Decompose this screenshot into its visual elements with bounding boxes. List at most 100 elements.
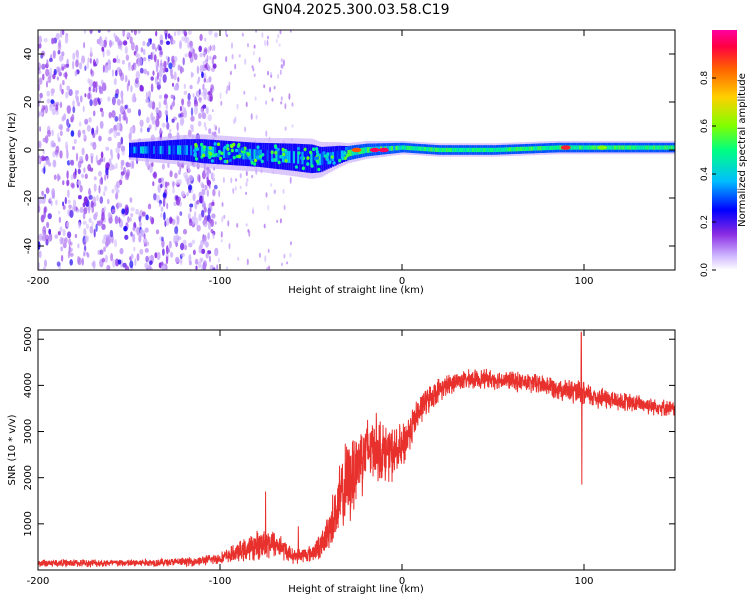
spectrogram-noise-blob <box>92 110 96 117</box>
spectrogram-noise-blob <box>114 93 119 99</box>
spectrogram-noise-blob <box>52 142 56 148</box>
spectrogram-noise-blob <box>137 30 141 34</box>
spectrogram-noise-blob <box>213 184 218 190</box>
chart-title: GN04.2025.300.03.58.C19 <box>263 2 450 18</box>
spectrogram-noise-blob <box>56 66 61 73</box>
spectrogram-noise-blob <box>49 103 53 112</box>
spectrogram-scatter-blob <box>234 185 237 191</box>
spectrogram-noise-blob <box>136 226 141 236</box>
spectrogram-hot-spot <box>306 162 310 166</box>
spectrogram-noise-blob <box>72 52 76 61</box>
spectrogram-scatter-blob <box>233 118 235 125</box>
spectrogram-scatter-blob <box>251 65 254 69</box>
spectrogram-noise-blob <box>112 58 117 63</box>
spectrogram-noise-blob <box>62 229 66 237</box>
spectrogram-noise-blob <box>151 162 154 167</box>
spectrogram-band-core <box>190 145 193 156</box>
spectrogram-hot-spot <box>343 156 347 160</box>
spectrogram-noise-blob <box>115 69 118 77</box>
spectrogram-noise-blob <box>62 201 65 207</box>
spectrogram-noise-blob <box>188 184 193 191</box>
spectrogram-noise-blob <box>176 30 181 36</box>
spectrogram-noise-blob <box>66 170 69 180</box>
spectrogram-band-core <box>432 147 435 152</box>
spectrogram-noise-blob <box>204 241 209 248</box>
spectrogram-noise-blob <box>90 155 94 164</box>
spectrogram-noise-blob <box>98 170 102 177</box>
spectrogram-noise-blob <box>83 132 86 140</box>
spectrogram-scatter-blob <box>267 70 269 76</box>
spectrogram-noise-blob <box>144 227 149 233</box>
spectrogram-noise-blob <box>107 30 111 33</box>
spectrogram-peak <box>351 147 362 153</box>
spectrogram-noise-blob <box>164 220 167 227</box>
spectrogram-noise-blob <box>85 223 90 230</box>
spectrogram-noise-blob <box>83 167 86 173</box>
spectrogram-band-core <box>557 145 560 150</box>
spectrogram-noise-blob <box>96 194 99 202</box>
spectrogram-noise-blob <box>59 101 63 108</box>
spectrogram-hot-spot <box>294 165 298 169</box>
spectrogram-peak <box>369 147 380 153</box>
spectrogram-band-core <box>334 151 337 161</box>
spectrogram-noise-blob <box>202 170 206 180</box>
spectrogram-noise-blob <box>150 52 153 61</box>
spectrogram-noise-blob <box>38 83 41 91</box>
spectrogram-noise-blob <box>179 106 182 112</box>
spectrogram-noise-blob <box>81 55 86 64</box>
spectrogram-noise-blob <box>135 52 139 58</box>
spectrogram-noise-blob <box>146 127 150 133</box>
spectrogram-noise-blob <box>174 226 179 235</box>
spectrogram-noise-blob <box>41 190 44 196</box>
snr-ytick-label: 1000 <box>23 511 34 536</box>
spectrogram-noise-blob <box>160 59 163 67</box>
spectrogram-band-core <box>592 145 595 150</box>
spectrogram-noise-blob <box>69 241 73 246</box>
spectrogram-band-core <box>670 145 673 150</box>
spectrogram-noise-blob <box>125 54 130 61</box>
spectrogram-band-core <box>288 150 291 163</box>
spectrogram-noise-blob <box>59 226 63 233</box>
spectrogram-noise-blob <box>158 202 161 208</box>
spectrogram-noise-blob <box>99 196 104 204</box>
spectrogram-noise-blob <box>38 233 43 241</box>
spectrogram-band-core <box>222 147 226 158</box>
spectrogram-noise-blob <box>52 50 56 59</box>
spectrogram-band-core <box>172 145 175 155</box>
spectrogram-noise-blob <box>145 98 149 104</box>
spectrogram-noise-blob <box>189 203 194 208</box>
spectrogram-noise-blob <box>201 112 207 120</box>
spectrogram-noise-blob <box>177 64 181 71</box>
spectrogram-noise-blob <box>89 30 93 34</box>
spectrogram-scatter-blob <box>290 241 292 246</box>
spectrogram-scatter-blob <box>202 235 205 240</box>
spectrogram-band-core <box>539 146 542 151</box>
spectrogram-scatter-blob <box>225 89 228 95</box>
spectrogram-noise-blob <box>83 196 88 205</box>
spectrogram-band-core <box>404 145 407 150</box>
spectrogram-band-core <box>463 147 466 153</box>
spectrogram-noise-blob <box>156 114 160 121</box>
spectrogram-scatter-blob <box>236 103 239 110</box>
spectrogram-hot-spot <box>253 162 257 166</box>
spectrogram-noise-blob <box>131 160 135 169</box>
spectrogram-band-core <box>417 146 420 151</box>
spectrogram-noise-blob <box>124 46 128 55</box>
spectrogram-noise-blob <box>88 217 92 223</box>
spectrogram-noise-blob <box>88 117 92 123</box>
spectrogram-noise-blob <box>81 257 84 266</box>
spectrogram-hot-spot <box>213 142 217 146</box>
spectrogram-noise-blob <box>97 30 101 33</box>
spectrogram-noise-blob <box>133 62 137 71</box>
spectrogram-scatter-blob <box>275 38 278 44</box>
spectrogram-noise-blob <box>94 97 99 106</box>
spectrogram-band-core <box>271 150 274 162</box>
spectrogram-noise-blob <box>187 42 190 49</box>
spectrogram-noise-blob <box>48 228 52 235</box>
spectrogram-xtick-label: -200 <box>27 276 50 287</box>
spectrogram-noise-blob <box>89 225 94 234</box>
spectrogram-noise-blob <box>46 90 51 97</box>
spectrogram-noise-blob <box>165 114 169 123</box>
spectrogram-noise-blob <box>69 259 73 266</box>
spectrogram-noise-blob <box>176 215 180 225</box>
